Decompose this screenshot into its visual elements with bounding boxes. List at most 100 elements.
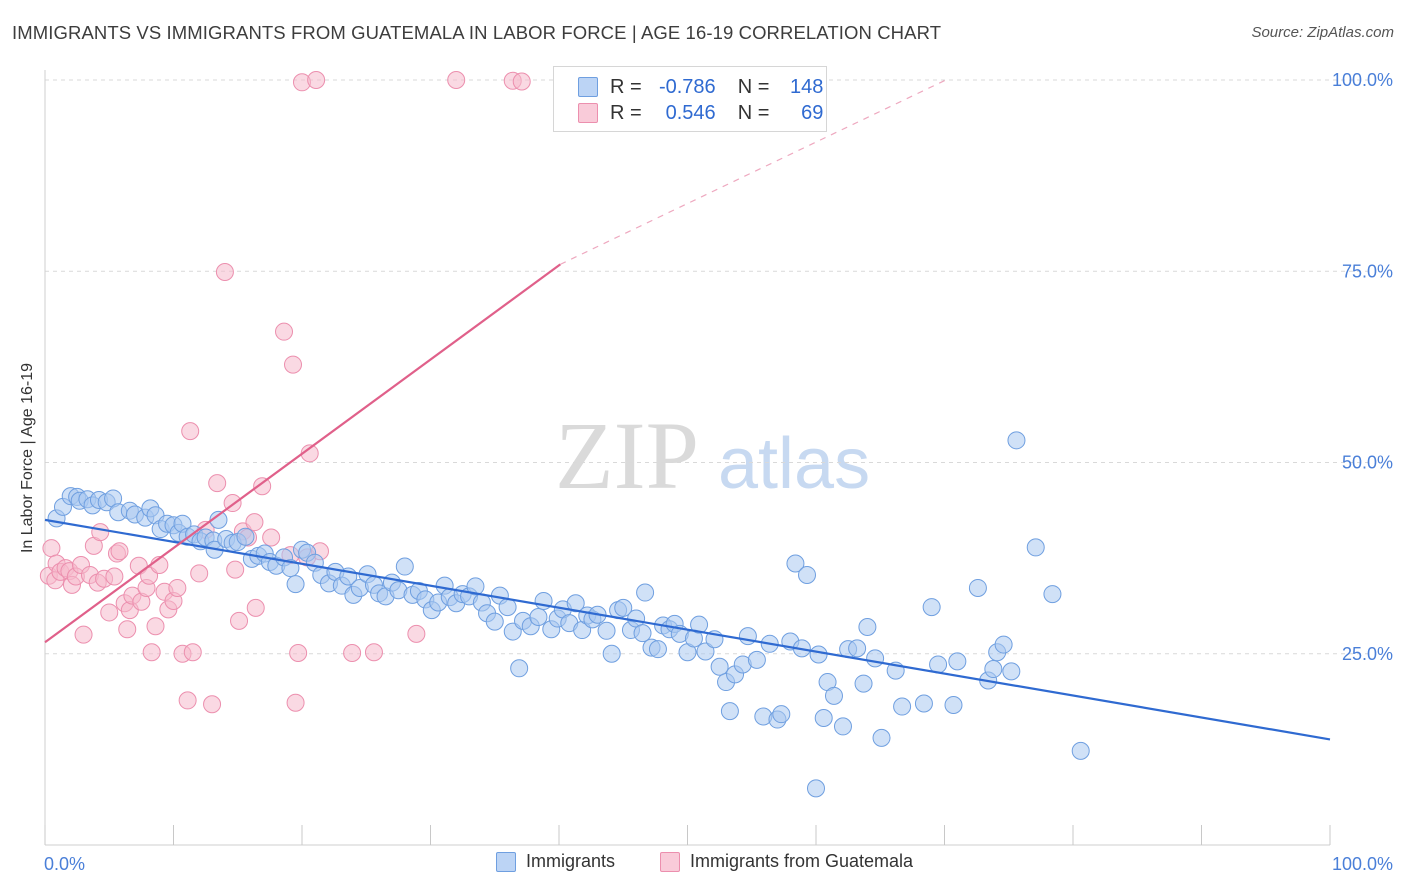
immigrants-point: [1007, 431, 1026, 450]
immigrants-point: [529, 608, 548, 627]
guatemala-point: [215, 263, 234, 282]
watermark-zip: ZIP: [555, 402, 699, 509]
immigrants-trend-line: [44, 518, 1331, 741]
watermark-atlas: atlas: [718, 424, 870, 504]
bottom-legend-guatemala: Immigrants from Guatemala: [660, 851, 913, 872]
immigrants-point: [747, 650, 766, 669]
immigrants-point: [944, 696, 963, 715]
trend-lines: [44, 79, 1331, 741]
axis-ticks: [44, 825, 1331, 845]
immigrants-point: [1026, 538, 1045, 557]
guatemala-point: [181, 422, 200, 441]
immigrants-point: [914, 694, 933, 713]
legend-r-label: R =: [610, 101, 642, 124]
immigrants-point: [984, 660, 1003, 679]
y-tick-label: 75.0%: [1342, 261, 1393, 281]
y-tick-label: 100.0%: [1332, 70, 1393, 90]
guatemala-point: [284, 355, 303, 374]
legend-row-guatemala: R = 0.546 N = 69: [578, 101, 823, 125]
bottom-legend-label-guatemala: Immigrants from Guatemala: [690, 851, 914, 871]
guatemala-point: [178, 691, 197, 710]
guatemala-point: [245, 513, 264, 532]
immigrants-point: [866, 649, 885, 668]
guatemala-point: [105, 567, 124, 586]
immigrants-point: [485, 612, 504, 631]
immigrants-point: [466, 577, 485, 596]
immigrants-point: [824, 686, 843, 705]
chart-source: Source: ZipAtlas.com: [1251, 24, 1394, 41]
guatemala-point: [146, 617, 165, 636]
immigrants-point: [690, 615, 709, 634]
guatemala-point: [447, 71, 466, 89]
guatemala-point: [289, 643, 308, 662]
x-tick-label: 100.0%: [1332, 854, 1393, 874]
immigrants-point: [809, 645, 828, 664]
immigrants-point: [968, 578, 987, 597]
guatemala-point: [307, 71, 326, 89]
immigrants-point: [720, 702, 739, 721]
guatemala-point: [230, 611, 249, 630]
immigrants-point: [597, 621, 616, 640]
guatemala-point: [168, 578, 187, 597]
legend-swatch-pink: [578, 103, 598, 123]
guatemala-point: [110, 542, 129, 561]
x-tick-label: 0.0%: [44, 854, 85, 874]
guatemala-point: [343, 643, 362, 662]
immigrants-point: [602, 644, 621, 663]
immigrants-point: [854, 674, 873, 693]
immigrants-point: [636, 583, 655, 602]
immigrants-point: [738, 627, 757, 646]
series-guatemala-points: [39, 71, 531, 714]
immigrants-point: [848, 639, 867, 658]
immigrants-point: [786, 554, 805, 573]
correlation-legend: R = -0.786 N = 148 R = 0.546 N = 69: [553, 66, 827, 132]
guatemala-point: [286, 693, 305, 712]
immigrants-point: [1071, 741, 1090, 760]
immigrants-point: [633, 624, 652, 643]
y-tick-label: 25.0%: [1342, 644, 1393, 664]
immigrants-point: [922, 598, 941, 617]
immigrants-point: [710, 657, 729, 676]
immigrants-point: [236, 527, 255, 546]
y-tick-label: 50.0%: [1342, 453, 1393, 473]
immigrants-point: [395, 557, 414, 576]
immigrants-point: [872, 728, 891, 747]
guatemala-point: [208, 474, 227, 493]
immigrants-point: [566, 594, 585, 613]
guatemala-point: [512, 72, 531, 91]
immigrants-point: [858, 617, 877, 636]
immigrants-point: [1043, 585, 1062, 604]
guatemala-point: [190, 564, 209, 583]
guatemala-point: [203, 695, 222, 714]
guatemala-trend-line: [44, 263, 561, 644]
immigrants-point: [498, 598, 517, 617]
legend-n-label: N =: [737, 101, 770, 124]
legend-swatch-blue: [578, 77, 598, 97]
immigrants-point: [614, 598, 633, 617]
legend-r-value: 0.546: [665, 101, 716, 124]
immigrants-point: [286, 575, 305, 594]
legend-row-immigrants: R = -0.786 N = 148: [578, 75, 823, 99]
immigrants-point: [209, 510, 228, 529]
immigrants-point: [772, 705, 791, 724]
immigrants-point: [1002, 662, 1021, 681]
watermark: ZIP atlas: [555, 402, 870, 509]
tick-labels: 25.0% 50.0% 75.0% 100.0% 0.0% 100.0%: [44, 70, 1393, 874]
immigrants-point: [814, 709, 833, 728]
guatemala-point: [142, 643, 161, 662]
immigrants-point: [994, 635, 1013, 654]
immigrants-point: [696, 642, 715, 661]
bottom-legend-swatch-pink: [660, 851, 680, 872]
guatemala-point: [100, 603, 119, 622]
bottom-legend-immigrants: Immigrants: [496, 851, 615, 872]
guatemala-point: [275, 322, 294, 341]
immigrants-point: [807, 779, 825, 798]
guatemala-point: [42, 539, 61, 558]
guatemala-point: [183, 643, 202, 662]
immigrants-point: [510, 659, 529, 678]
bottom-legend-swatch-blue: [496, 851, 516, 872]
guatemala-point: [118, 620, 137, 639]
chart-title: IMMIGRANTS VS IMMIGRANTS FROM GUATEMALA …: [12, 22, 942, 43]
guatemala-point: [253, 477, 272, 496]
guatemala-point: [74, 625, 93, 644]
